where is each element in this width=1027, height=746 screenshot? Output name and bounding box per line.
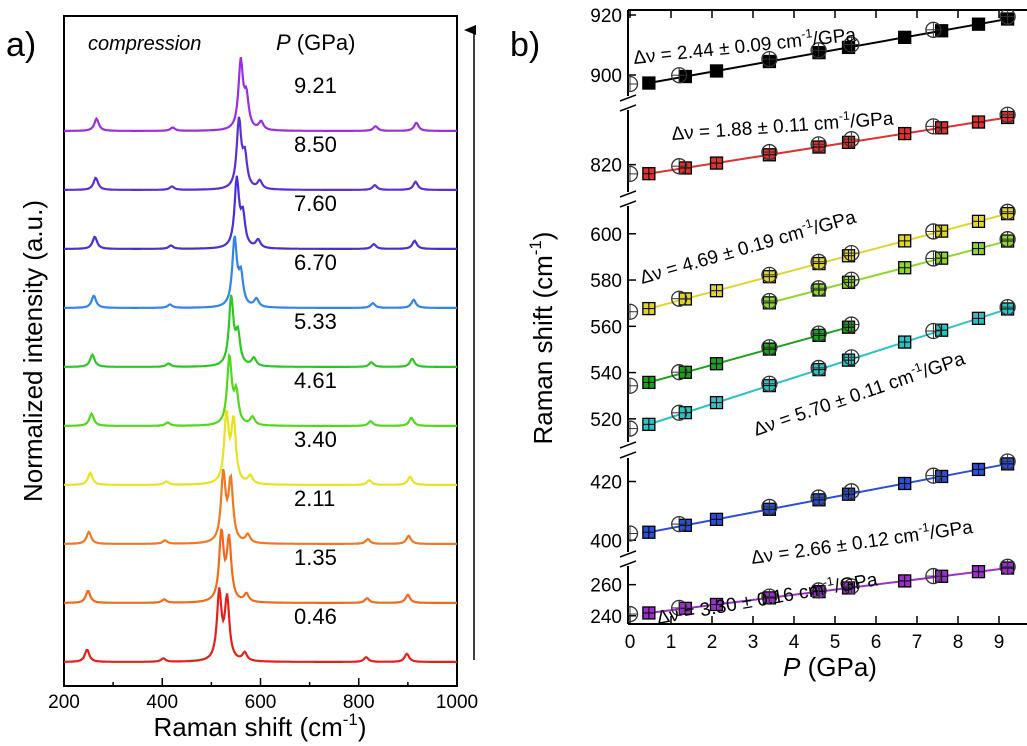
panel-a-pressure-labels: 0.46 1.35 2.11 3.40 4.61 5.33 6.70 7.60 8.50 9.21 [294, 73, 337, 629]
panel-a-y-axis-label: Normalized intensity (a.u.) [18, 200, 48, 502]
pressure-label-4.61: 4.61 [294, 368, 337, 393]
slope-annotation-5: Δν = 3.30 ± 0.16 cm-1/GPa [655, 566, 880, 629]
panel-b-y-axis-label: Raman shift (cm-1) [526, 232, 558, 445]
y-tick-label: 420 [590, 473, 622, 494]
spectrum-6.70 [64, 235, 457, 309]
slope-annotation-1: Δν = 1.88 ± 0.11 cm-1/GPa [671, 106, 895, 145]
fit-line-3 [769, 239, 1012, 304]
panel-a-header-compression: compression [88, 33, 201, 55]
panel-a-spectra [64, 57, 457, 664]
slope-annotation-0: Δν = 2.44 ± 0.09 cm-1/GPa [632, 22, 857, 69]
fit-line-0 [648, 17, 1012, 85]
x-tick-label: 0 [625, 632, 636, 653]
panel-a-x-ticks: 200 400 600 800 1000 [48, 678, 478, 713]
x-tick-label: 600 [245, 692, 277, 713]
panel-a-label: a) [6, 26, 36, 64]
x-tick-label: 800 [343, 692, 375, 713]
panel-b: b) 900920820520540560580600400420240260 … [510, 6, 1027, 682]
fit-line-1 [648, 115, 1012, 175]
panel-a: a) compression P (GPa) 200 400 600 800 1000 … [6, 15, 478, 742]
x-tick-label: 200 [48, 692, 80, 713]
pressure-label-5.33: 5.33 [294, 309, 337, 334]
pressure-label-2.11: 2.11 [294, 486, 335, 511]
spectrum-5.33 [64, 294, 457, 368]
panel-a-frame [63, 15, 458, 687]
pressure-label-7.60: 7.60 [294, 191, 337, 216]
y-tick-label: 900 [590, 66, 622, 87]
pressure-label-1.35: 1.35 [294, 545, 337, 570]
y-tick-label: 520 [590, 410, 622, 431]
axis-break-mark [619, 451, 637, 459]
spectrum-0.46 [64, 587, 457, 664]
pressure-label-3.40: 3.40 [294, 427, 337, 452]
slope-annotation-4: Δν = 2.66 ± 0.12 cm-1/GPa [749, 514, 974, 569]
y-tick-label: 260 [590, 576, 622, 597]
x-tick-label: 400 [146, 692, 178, 713]
y-tick-label: 600 [590, 225, 622, 246]
spectrum-9.21 [64, 57, 457, 132]
axis-break-mark [619, 94, 637, 102]
fit-line-2 [648, 211, 1012, 310]
y-tick-label: 240 [590, 607, 622, 628]
panel-b-data-points [628, 10, 1016, 623]
y-tick-label: 920 [590, 6, 622, 27]
axis-break-mark [619, 550, 637, 558]
x-tick-label: 2 [707, 632, 718, 653]
y-tick-label: 820 [590, 156, 622, 177]
y-tick-label: 580 [590, 271, 622, 292]
x-tick-label: 5 [830, 632, 841, 653]
x-tick-label: 3 [748, 632, 759, 653]
panel-b-x-axis-label: P (GPa) [783, 652, 877, 682]
x-tick-label: 8 [953, 632, 964, 653]
y-tick-label: 540 [590, 364, 622, 385]
panel-b-broken-y-axis: 900 920 820 520 540 560 580 600 400 420 240 260 [590, 6, 637, 628]
panel-a-header-pressure: P (GPa) [276, 30, 355, 55]
spectrum-1.35 [64, 528, 457, 605]
x-tick-label: 4 [789, 632, 800, 653]
panel-b-label: b) [510, 26, 540, 64]
axis-break-mark [619, 200, 637, 208]
axis-break-mark [619, 441, 637, 449]
axis-break-mark [619, 190, 637, 198]
fit-line-7 [648, 566, 1012, 614]
spectrum-8.50 [64, 116, 457, 191]
y-tick-label: 560 [590, 317, 622, 338]
x-tick-label: 6 [871, 632, 882, 653]
x-tick-label: 9 [994, 632, 1005, 653]
x-tick-label: 7 [912, 632, 923, 653]
spectrum-2.11 [64, 468, 457, 546]
x-tick-label: 1000 [436, 692, 478, 713]
axis-break-mark [619, 560, 637, 568]
pressure-label-9.21: 9.21 [294, 73, 337, 98]
x-tick-label: 1 [666, 632, 677, 653]
axis-break-mark [619, 104, 637, 112]
pressure-label-8.50: 8.50 [294, 132, 337, 157]
fit-line-6 [648, 462, 1012, 534]
panel-b-slope-annotations: Δν = 2.44 ± 0.09 cm-1/GPa Δν = 1.88 ± 0.1… [632, 22, 974, 629]
spectrum-7.60 [64, 175, 457, 250]
fit-line-5 [648, 306, 1012, 426]
panel-a-x-axis-label: Raman shift (cm-1) [154, 710, 367, 742]
slope-annotation-2: Δν = 4.69 ± 0.19 cm-1/GPa [637, 204, 859, 289]
spectrum-3.40 [64, 409, 457, 486]
y-tick-label: 400 [590, 531, 622, 552]
pressure-label-6.70: 6.70 [294, 250, 337, 275]
pressure-label-0.46: 0.46 [294, 604, 337, 629]
spectrum-4.61 [64, 352, 457, 428]
